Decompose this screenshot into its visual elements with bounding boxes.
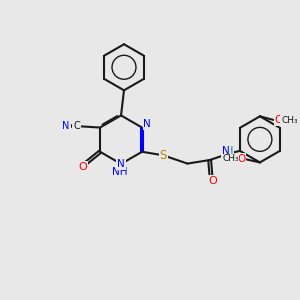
Text: O: O [237, 154, 245, 164]
Text: H: H [226, 146, 233, 156]
Text: N: N [62, 121, 70, 131]
Text: N: N [143, 119, 151, 129]
Text: O: O [274, 116, 283, 125]
Text: O: O [79, 161, 88, 172]
Text: CH₃: CH₃ [281, 116, 298, 125]
Text: S: S [160, 149, 167, 162]
Text: N: N [117, 159, 125, 169]
Text: NH: NH [112, 167, 127, 177]
Text: CH₃: CH₃ [222, 154, 239, 164]
Text: C: C [73, 121, 80, 131]
Text: N: N [222, 146, 230, 156]
Text: O: O [208, 176, 217, 186]
